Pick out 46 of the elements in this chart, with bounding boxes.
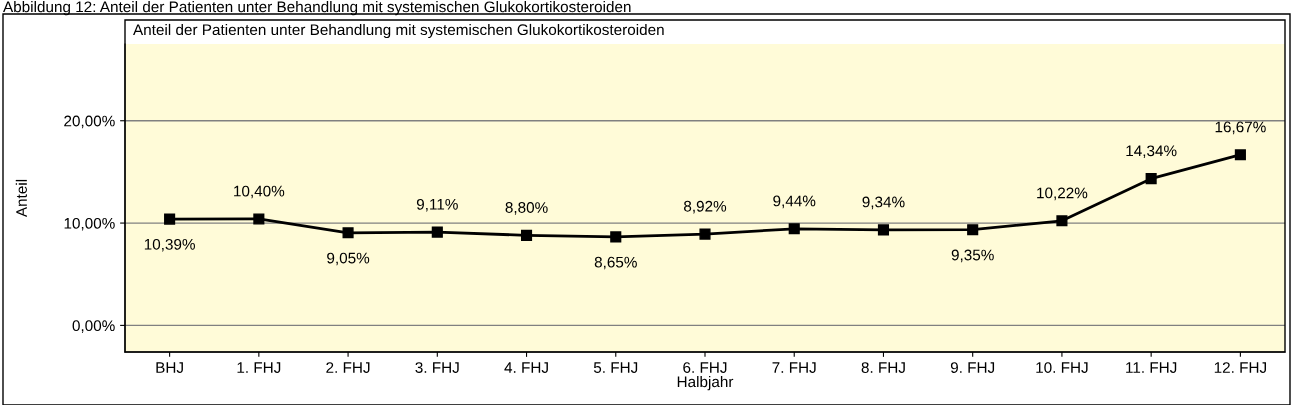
y-tick-label: 10,00% [64,217,115,231]
point [1234,149,1246,161]
point [520,229,533,241]
point [699,228,711,240]
y-tick-label: 0,00% [72,320,115,333]
point [877,224,890,236]
text: Abbildung 12: Anteil der Patienten unter Behandlung mit systemischen Glukokortikosteroiden [3,1,631,16]
data-label: 14,34% [1126,145,1177,158]
point [342,227,354,239]
point [431,226,443,238]
point [967,224,979,236]
x-tick-label: 11. FHJ [1126,362,1177,373]
data-label: 9,35% [951,249,994,263]
data-label: 9,34% [862,196,905,210]
x-tick-label: 8. FHJ [861,362,905,373]
x-tick-label: BHJ [156,362,183,373]
chart-title: Anteil der Patienten unter Behandlung mit systemischen Glukokortikosteroiden [133,23,664,39]
x-tick-label: 5. FHJ [593,362,638,373]
data-label: 9,44% [773,195,816,209]
x-tick-label: 3. FHJ [415,362,459,373]
y-tick-label: 20,00% [64,115,115,129]
point [253,213,265,225]
point [1145,173,1157,185]
data-label: 8,92% [684,200,727,214]
x-tick-label: 7. FHJ [772,362,816,373]
data-label: 16,67% [1215,121,1266,135]
point [164,213,176,225]
data-label: 10,39% [144,238,195,252]
point [610,231,622,243]
data-label: 8,65% [594,256,637,270]
x-axis-title: Halbjahr [677,375,734,391]
data-label: 10,22% [1037,187,1088,201]
y-axis-title: Anteil [15,179,27,218]
x-tick-label: 9. FHJ [950,362,995,373]
x-tick-label: 12. FHJ [1214,362,1266,373]
x-tick-label: 4. FHJ [504,362,548,373]
x-tick-label: 10. FHJ [1036,362,1088,373]
point [788,223,800,235]
data-label: 8,80% [505,202,548,215]
data-label: 10,40% [234,185,285,199]
data-label: 9,05% [327,252,370,266]
x-tick-label: 2. FHJ [326,362,370,373]
x-tick-label: 6. FHJ [683,362,727,373]
x-tick-label: 1. FHJ [237,362,281,373]
point [1056,215,1068,227]
data-label: 9,11% [416,198,458,212]
